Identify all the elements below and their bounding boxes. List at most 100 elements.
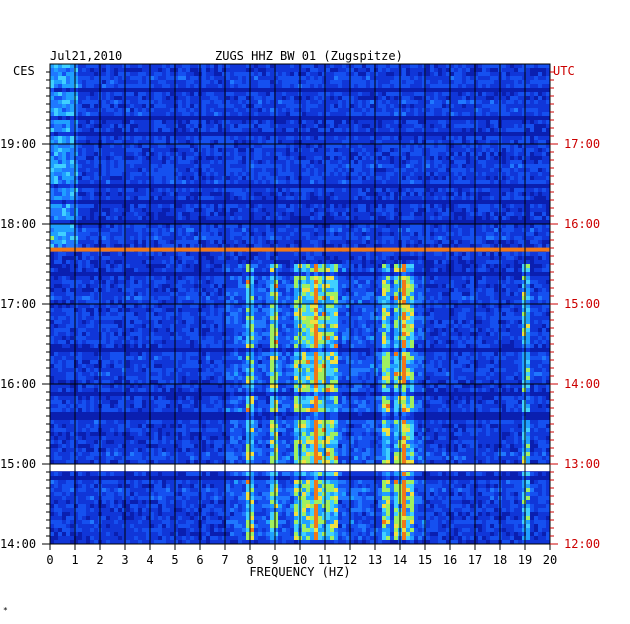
spectrogram-cell: [262, 244, 266, 248]
spectrogram-cell: [462, 120, 466, 124]
spectrogram-cell: [394, 84, 398, 88]
spectrogram-cell: [330, 112, 334, 116]
spectrogram-cell: [70, 152, 74, 156]
spectrogram-cell: [306, 268, 310, 272]
spectrogram-cell: [538, 144, 542, 148]
spectrogram-cell: [62, 184, 66, 188]
spectrogram-cell: [514, 240, 518, 244]
spectrogram-cell: [174, 92, 178, 96]
spectrogram-cell: [190, 180, 194, 184]
spectrogram-cell: [190, 96, 194, 100]
spectrogram-cell: [506, 136, 510, 140]
spectrogram-cell: [82, 160, 86, 164]
spectrogram-cell: [214, 136, 218, 140]
spectrogram-cell: [506, 164, 510, 168]
spectrogram-cell: [58, 220, 62, 224]
spectrogram-cell: [382, 240, 386, 244]
spectrogram-cell: [430, 224, 434, 228]
spectrogram-cell: [370, 208, 374, 212]
spectrogram-cell: [546, 64, 550, 68]
spectrogram-cell: [450, 100, 454, 104]
spectrogram-cell: [390, 84, 394, 88]
spectrogram-cell: [86, 232, 90, 236]
spectrogram-cell: [442, 72, 446, 76]
spectrogram-cell: [338, 144, 342, 148]
spectrogram-cell: [282, 68, 286, 72]
spectrogram-cell: [118, 148, 122, 152]
spectrogram-cell: [246, 188, 250, 192]
spectrogram-cell: [206, 236, 210, 240]
spectrogram-cell: [218, 172, 222, 176]
spectrogram-cell: [538, 236, 542, 240]
spectrogram-cell: [422, 204, 426, 208]
spectrogram-cell: [422, 96, 426, 100]
spectrogram-cell: [70, 116, 74, 120]
spectrogram-cell: [474, 244, 478, 248]
spectrogram-cell: [138, 236, 142, 240]
spectrogram-cell: [178, 168, 182, 172]
spectrogram-cell: [462, 112, 466, 116]
spectrogram-cell: [374, 176, 378, 180]
spectrogram-cell: [214, 252, 218, 256]
spectrogram-cell: [334, 228, 338, 232]
spectrogram-cell: [70, 164, 74, 168]
spectrogram-cell: [386, 188, 390, 192]
spectrogram-cell: [150, 124, 154, 128]
spectrogram-cell: [362, 136, 366, 140]
spectrogram-cell: [294, 68, 298, 72]
spectrogram-cell: [510, 128, 514, 132]
spectrogram-cell: [206, 144, 210, 148]
spectrogram-cell: [438, 140, 442, 144]
spectrogram-cell: [274, 64, 278, 68]
spectrogram-cell: [70, 240, 74, 244]
spectrogram-cell: [534, 148, 538, 152]
spectrogram-cell: [526, 272, 530, 276]
spectrogram-cell: [166, 80, 170, 84]
spectrogram-cell: [186, 112, 190, 116]
spectrogram-cell: [114, 104, 118, 108]
spectrogram-cell: [282, 112, 286, 116]
spectrogram-cell: [82, 196, 86, 200]
spectrogram-cell: [314, 168, 318, 172]
spectrogram-cell: [338, 216, 342, 220]
spectrogram-cell: [478, 136, 482, 140]
spectrogram-cell: [390, 260, 394, 264]
spectrogram-cell: [306, 100, 310, 104]
spectrogram-cell: [422, 104, 426, 108]
spectrogram-cell: [138, 160, 142, 164]
spectrogram-cell: [162, 172, 166, 176]
spectrogram-cell: [358, 108, 362, 112]
spectrogram-cell: [142, 268, 146, 272]
spectrogram-cell: [370, 120, 374, 124]
spectrogram-cell: [490, 136, 494, 140]
spectrogram-cell: [294, 84, 298, 88]
spectrogram-cell: [402, 168, 406, 172]
spectrogram-cell: [94, 136, 98, 140]
spectrogram-cell: [78, 236, 82, 240]
spectrogram-cell: [174, 84, 178, 88]
spectrogram-cell: [274, 76, 278, 80]
spectrogram-cell: [94, 168, 98, 172]
spectrogram-cell: [154, 208, 158, 212]
spectrogram-cell: [62, 120, 66, 124]
spectrogram-cell: [174, 212, 178, 216]
spectrogram-cell: [238, 264, 242, 268]
spectrogram-cell: [274, 216, 278, 220]
spectrogram-cell: [490, 212, 494, 216]
spectrogram-cell: [410, 252, 414, 256]
spectrogram-cell: [318, 192, 322, 196]
spectrogram-cell: [458, 96, 462, 100]
spectrogram-cell: [350, 192, 354, 196]
spectrogram-cell: [106, 136, 110, 140]
spectrogram-cell: [294, 76, 298, 80]
spectrogram-cell: [174, 168, 178, 172]
spectrogram-cell: [182, 100, 186, 104]
spectrogram-cell: [462, 228, 466, 232]
spectrogram-cell: [278, 104, 282, 108]
spectrogram-cell: [214, 124, 218, 128]
spectrogram-cell: [138, 120, 142, 124]
left-timezone-label: CES: [13, 64, 35, 78]
spectrogram-cell: [290, 264, 294, 268]
spectrogram-cell: [110, 64, 114, 68]
spectrogram-cell: [350, 84, 354, 88]
